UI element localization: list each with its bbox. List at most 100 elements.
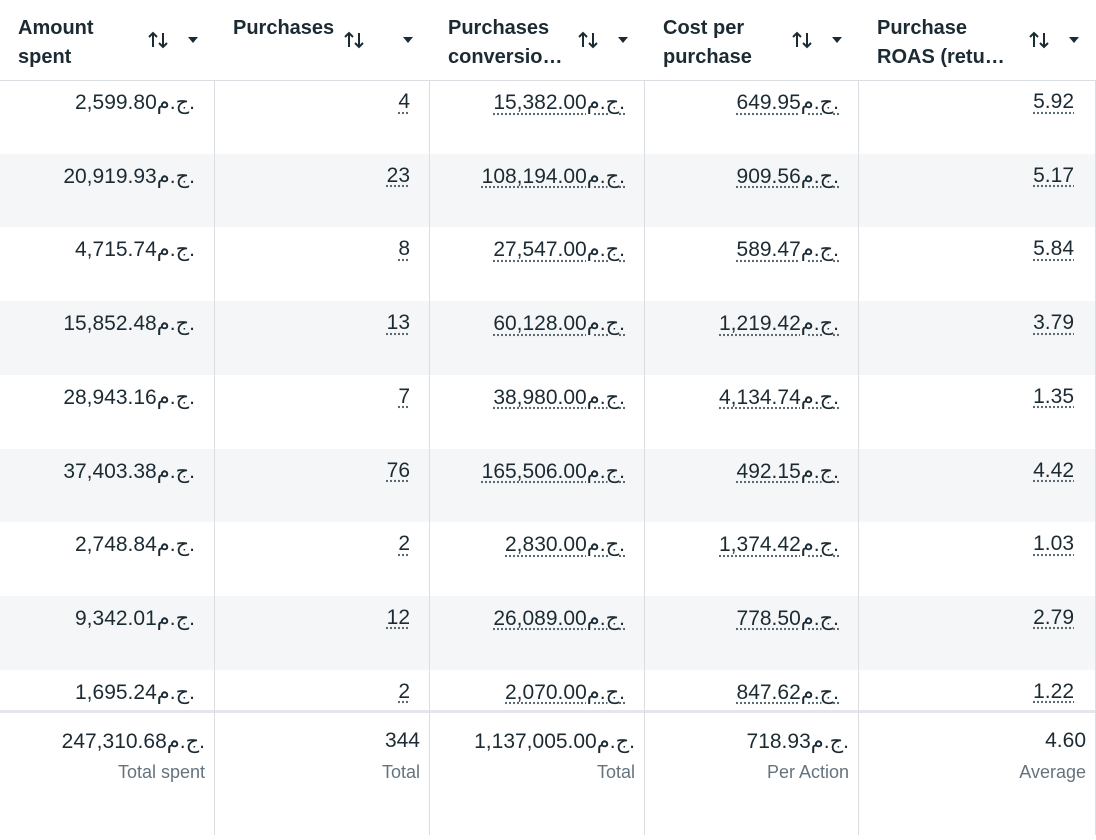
table-cell[interactable]: 7	[398, 385, 410, 409]
cell-value: 1,374.42ج.م.	[719, 533, 839, 557]
cell-value: 2,070.00ج.م.	[505, 680, 625, 704]
table-cell: 2,599.80ج.م.	[75, 90, 195, 115]
table-row: 37,403.38ج.م. 76 165,506.00ج.م. 492.15ج.م. 4…	[0, 448, 1096, 523]
table-cell[interactable]: 2.79	[1033, 606, 1074, 630]
table-cell: 4,715.74ج.م.	[75, 237, 195, 262]
column-title: Cost per purchase	[663, 17, 752, 68]
cell-value: 4,134.74ج.م.	[719, 385, 839, 409]
table-cell[interactable]: 2	[398, 680, 410, 704]
table-cell[interactable]: 27,547.00ج.م.	[493, 237, 625, 262]
table-cell: 37,403.38ج.م.	[63, 459, 195, 484]
table-cell[interactable]: 3.79	[1033, 311, 1074, 335]
table-cell[interactable]: 8	[398, 237, 410, 261]
column-header[interactable]: Purchases conversio…	[430, 0, 645, 80]
table-cell[interactable]: 5.84	[1033, 237, 1074, 261]
table-cell[interactable]: 38,980.00ج.م.	[493, 385, 625, 410]
cell-value: 4.42	[1033, 458, 1074, 482]
column-header[interactable]: Purchases	[215, 0, 430, 80]
column-title: Purchases	[233, 17, 335, 39]
column-header[interactable]: Cost per purchase	[645, 0, 859, 80]
table-cell[interactable]: 589.47ج.م.	[737, 237, 839, 262]
dropdown-caret[interactable]	[831, 30, 843, 59]
column-divider	[645, 0, 859, 835]
total-value: 1,137,005.00ج.م.	[474, 730, 635, 753]
table-cell: 2,748.84ج.م.	[75, 532, 195, 557]
column-header[interactable]: Amount spent	[0, 0, 215, 80]
table-cell[interactable]: 847.62ج.م.	[737, 680, 839, 705]
cell-value: 23	[386, 163, 410, 187]
cell-value: 4	[398, 90, 410, 113]
table-cell: 1,695.24ج.م.	[75, 680, 195, 705]
dropdown-caret[interactable]	[402, 30, 414, 59]
header-row: Amount spent Purchases Purchases conversio…	[0, 0, 1096, 81]
column-title: Purchase ROAS (retu…	[877, 17, 1005, 68]
table-cell[interactable]: 108,194.00ج.م.	[482, 164, 625, 189]
table-cell[interactable]: 5.17	[1033, 164, 1074, 188]
table-cell[interactable]: 1.03	[1033, 532, 1074, 556]
table-cell[interactable]: 1.22	[1033, 680, 1074, 704]
cell-value: 26,089.00ج.م.	[493, 606, 625, 630]
cell-value: 5.17	[1033, 163, 1074, 187]
table-body: 2,599.80ج.م. 4 15,382.00ج.م. 649.95ج.م. 5.92…	[0, 80, 1096, 709]
column-header[interactable]: Purchase ROAS (retu…	[859, 0, 1096, 80]
total-value: 4.60	[1045, 729, 1086, 752]
table-cell[interactable]: 492.15ج.م.	[737, 459, 839, 484]
table-row: 20,919.93ج.م. 23 108,194.00ج.م. 909.56ج.م. 5…	[0, 153, 1096, 228]
sort-icon[interactable]	[1028, 30, 1052, 59]
table-cell[interactable]: 2,070.00ج.م.	[505, 680, 625, 705]
cell-value: 1.03	[1033, 532, 1074, 556]
dropdown-caret[interactable]	[1068, 30, 1080, 59]
sort-icon[interactable]	[577, 30, 601, 59]
total-value: 247,310.68ج.م.	[61, 730, 205, 753]
cell-value: 492.15ج.م.	[736, 459, 839, 483]
table-cell[interactable]: 4.42	[1033, 459, 1074, 483]
cell-value: 778.50ج.م.	[736, 606, 839, 630]
table-cell[interactable]: 13	[387, 311, 410, 335]
cell-value: 5.84	[1033, 237, 1074, 261]
table-cell[interactable]: 1,374.42ج.م.	[719, 532, 839, 557]
total-value: 344	[384, 729, 420, 752]
table-cell[interactable]: 1.35	[1033, 385, 1074, 409]
cell-value: 589.47ج.م.	[736, 238, 839, 262]
cell-value: 60,128.00ج.م.	[493, 312, 625, 336]
dropdown-caret[interactable]	[617, 30, 629, 59]
table-cell[interactable]: 909.56ج.م.	[737, 164, 839, 189]
table-cell[interactable]: 4	[398, 90, 410, 114]
sort-icon[interactable]	[147, 30, 171, 59]
table-cell[interactable]: 12	[387, 606, 410, 630]
table-cell[interactable]: 2,830.00ج.م.	[505, 532, 625, 557]
table-cell[interactable]: 778.50ج.م.	[737, 606, 839, 631]
cell-value: 1.35	[1033, 384, 1074, 408]
table-cell[interactable]: 1,219.42ج.م.	[719, 311, 839, 336]
table-cell[interactable]: 76	[387, 459, 410, 483]
cell-value: 2,830.00ج.م.	[505, 533, 625, 557]
table-cell[interactable]: 60,128.00ج.م.	[493, 311, 625, 336]
table-row: 4,715.74ج.م. 8 27,547.00ج.م. 589.47ج.م. 5.84	[0, 227, 1096, 301]
table-cell: 20,919.93ج.م.	[63, 164, 195, 189]
cell-value: 1.22	[1033, 679, 1074, 703]
table-row: 2,748.84ج.م. 2 2,830.00ج.م. 1,374.42ج.م. 1.0…	[0, 522, 1096, 596]
sort-icon[interactable]	[343, 30, 367, 59]
cell-value: 649.95ج.م.	[736, 91, 839, 114]
cell-value: 20,919.93ج.م.	[63, 164, 195, 188]
cell-value: 15,852.48ج.م.	[63, 312, 195, 336]
sort-icon[interactable]	[791, 30, 815, 59]
cell-value: 4,715.74ج.م.	[75, 238, 195, 262]
table-cell[interactable]: 2	[398, 532, 410, 556]
table-cell[interactable]: 26,089.00ج.م.	[493, 606, 625, 631]
table-cell[interactable]: 23	[387, 164, 410, 188]
table-cell[interactable]: 4,134.74ج.م.	[719, 385, 839, 410]
table-cell[interactable]: 649.95ج.م.	[737, 90, 839, 115]
column-divider	[430, 0, 645, 835]
cell-value: 108,194.00ج.م.	[481, 164, 625, 188]
column-divider	[215, 0, 430, 835]
cell-value: 28,943.16ج.م.	[63, 385, 195, 409]
cell-value: 909.56ج.م.	[736, 164, 839, 188]
table-row: 1,695.24ج.م. 2 2,070.00ج.م. 847.62ج.م. 1.22	[0, 670, 1096, 709]
table-cell[interactable]: 15,382.00ج.م.	[493, 90, 625, 115]
table-cell[interactable]: 165,506.00ج.م.	[482, 459, 625, 484]
table-cell[interactable]: 5.92	[1033, 90, 1074, 114]
total-value: 718.93ج.م.	[746, 730, 849, 753]
dropdown-caret[interactable]	[187, 30, 199, 59]
